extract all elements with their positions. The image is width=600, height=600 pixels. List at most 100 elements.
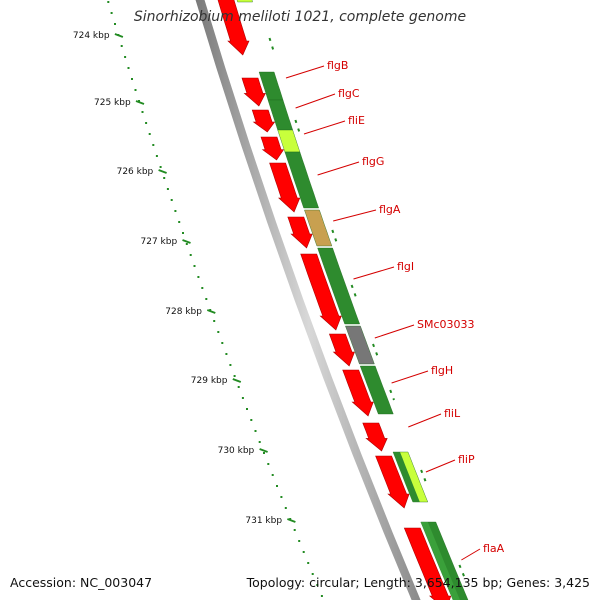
gene-label: flgH: [431, 364, 454, 377]
tick-dot: [233, 375, 236, 377]
tick-dot: [182, 232, 184, 234]
cds-arrow: [287, 216, 313, 249]
feature-edge-mark: [268, 37, 275, 53]
cog-feature: [359, 365, 394, 415]
tick-dot: [155, 155, 158, 157]
tick-dot: [225, 353, 228, 355]
tick-dot: [205, 298, 208, 300]
feature-edge-mark: [458, 564, 466, 579]
feature-edge-mark: [331, 229, 338, 243]
feature-edge-mark: [420, 469, 428, 485]
tick-dot: [298, 540, 301, 542]
gene-leader-line: [295, 93, 336, 109]
tick-dot: [213, 320, 216, 322]
tick-dot: [193, 265, 196, 267]
gene-label: flaA: [483, 542, 505, 555]
tick-dot: [174, 210, 177, 212]
cog-feature: [317, 247, 360, 325]
genome-summary-text: Topology: circular; Length: 3,654,135 bp…: [246, 575, 590, 590]
major-tick: [287, 518, 296, 523]
tick-dot: [307, 562, 310, 564]
tick-dot: [163, 177, 166, 179]
tick-dot: [110, 12, 113, 14]
major-tick: [232, 378, 242, 383]
gene-label: SMc03033: [417, 318, 475, 331]
tick-dot: [221, 342, 224, 344]
major-tick: [259, 448, 268, 453]
cds-arrow: [362, 422, 388, 452]
tick-dot: [280, 496, 283, 498]
cds-arrow: [260, 136, 285, 161]
tick-dot: [302, 551, 305, 553]
gene-leader-line: [285, 65, 325, 79]
tick-dot: [127, 67, 130, 69]
cog-feature: [236, 0, 253, 3]
tick-dot: [201, 287, 204, 289]
feature-edge-mark: [350, 284, 358, 301]
tick-dot: [166, 188, 169, 190]
tick-dot: [254, 430, 257, 432]
tick-dot: [229, 364, 232, 366]
cog-feature: [284, 151, 319, 209]
kbp-tick-label: 724 kbp: [72, 31, 110, 41]
major-tick: [158, 169, 167, 174]
tick-dot: [107, 1, 110, 3]
tick-dot: [241, 397, 244, 399]
tick-dot: [320, 595, 323, 597]
tick-dot: [145, 122, 148, 124]
gene-leader-line: [391, 370, 429, 384]
cog-feature: [393, 452, 420, 502]
tick-dot: [311, 573, 314, 575]
cds-arrow: [251, 109, 276, 133]
tick-dot: [120, 45, 123, 47]
gene-leader-line: [408, 413, 442, 428]
tick-dot: [170, 199, 173, 201]
tick-dot: [134, 89, 137, 91]
feature-edge-mark: [372, 343, 379, 357]
kbp-tick-label: 729 kbp: [190, 376, 228, 386]
cds-arrow: [403, 527, 452, 600]
tick-dot: [159, 166, 162, 168]
gene-label: flgI: [397, 260, 415, 273]
tick-dot: [271, 474, 274, 476]
gene-leader-line: [303, 120, 346, 135]
tick-dot: [131, 78, 133, 80]
cds-arrow: [300, 253, 342, 331]
tick-dot: [293, 529, 296, 531]
tick-dot: [316, 584, 319, 586]
tick-dot: [189, 254, 192, 256]
cds-arrow: [217, 0, 250, 56]
kbp-tick-label: 728 kbp: [165, 307, 202, 317]
tick-dot: [178, 221, 181, 223]
tick-dot: [152, 144, 155, 146]
tick-dot: [276, 485, 278, 487]
feature-edge-mark: [294, 119, 301, 135]
tick-dot: [138, 100, 140, 102]
gene-label: fliP: [458, 453, 475, 466]
major-tick: [135, 100, 145, 105]
cog-feature: [304, 209, 333, 247]
label-leader-lines: [285, 65, 481, 561]
major-tick: [114, 33, 124, 38]
gene-leader-line: [461, 548, 481, 561]
kbp-tick-layer: [107, 1, 323, 597]
kbp-tick-label: 727 kbp: [140, 237, 178, 247]
tick-dot: [185, 243, 188, 245]
gene-leader-line: [353, 266, 395, 280]
backbone-band: [195, 0, 421, 600]
cds-arrow: [375, 455, 410, 509]
tick-dot: [124, 56, 127, 58]
cds-arrow: [328, 333, 355, 367]
tick-dot: [217, 331, 220, 333]
feature-edge-mark: [389, 389, 395, 401]
gene-label: fliL: [444, 407, 461, 420]
cds-feature-track: [217, 0, 452, 600]
cog-feature: [345, 325, 375, 365]
cog-feature-track: [236, 0, 469, 600]
kbp-tick-label: 730 kbp: [217, 446, 255, 456]
gene-label: flgG: [362, 155, 385, 168]
gene-leader-line: [317, 161, 360, 176]
cds-arrow: [241, 77, 266, 107]
gene-label: flgA: [379, 203, 401, 216]
